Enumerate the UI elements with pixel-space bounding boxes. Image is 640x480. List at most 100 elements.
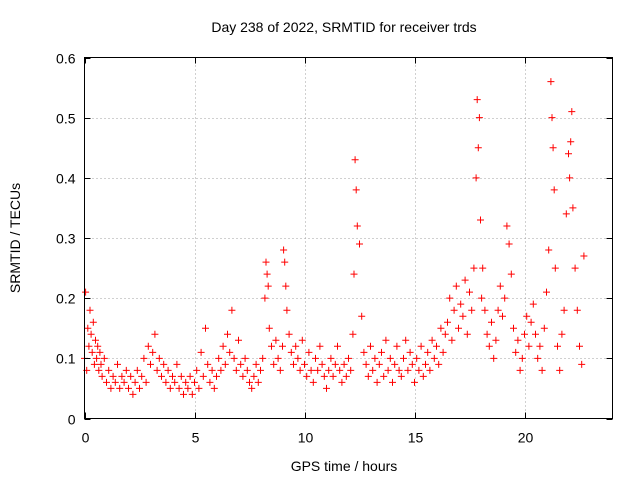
data-point (191, 378, 198, 386)
data-point (316, 342, 324, 350)
data-point (202, 324, 209, 332)
data-point (580, 252, 588, 260)
data-point (356, 240, 363, 248)
data-point (180, 390, 187, 398)
data-point (177, 372, 185, 380)
data-point (114, 360, 121, 368)
data-point (430, 354, 438, 362)
data-point (468, 306, 476, 314)
data-point (413, 354, 421, 362)
data-point (158, 372, 165, 380)
data-point (309, 378, 317, 386)
data-point (95, 366, 103, 374)
data-point (463, 330, 471, 338)
data-point (455, 324, 462, 332)
data-point (312, 354, 319, 362)
data-point (578, 360, 586, 368)
data-point (210, 384, 218, 392)
data-point (241, 354, 249, 362)
data-point (294, 354, 302, 362)
data-point (85, 342, 93, 350)
data-point (518, 354, 526, 362)
data-point (105, 366, 113, 374)
data-point (558, 330, 566, 338)
data-point (474, 144, 482, 152)
data-point (547, 78, 555, 86)
data-point (142, 378, 150, 386)
data-point (391, 360, 399, 368)
data-point (457, 300, 465, 308)
data-point (576, 342, 583, 350)
data-point (259, 354, 267, 362)
data-point (568, 108, 576, 116)
data-point (419, 372, 427, 380)
data-point (351, 156, 359, 164)
data-point (569, 204, 577, 212)
data-point (334, 342, 341, 350)
y-tick-label: 0.6 (56, 51, 76, 67)
data-point (160, 360, 168, 368)
data-point (473, 96, 481, 104)
data-point (268, 342, 275, 350)
data-point (263, 270, 271, 278)
x-tick-label: 20 (518, 430, 534, 446)
data-point (264, 282, 272, 290)
data-point (336, 366, 344, 374)
data-point (127, 372, 135, 380)
data-point (488, 318, 495, 326)
data-point (571, 264, 579, 272)
data-point (164, 366, 172, 374)
data-point (89, 318, 97, 326)
data-point (129, 390, 137, 398)
data-point (283, 306, 291, 314)
data-point (349, 330, 357, 338)
data-point (345, 354, 352, 362)
data-point (320, 372, 328, 380)
data-point (262, 258, 270, 266)
data-point (548, 114, 556, 122)
data-point (193, 366, 201, 374)
data-point (550, 186, 558, 194)
data-point (305, 348, 313, 356)
data-point (496, 282, 504, 290)
y-tick-label: 0.4 (56, 171, 76, 187)
y-tick-label: 0.2 (56, 291, 76, 307)
data-point (338, 378, 346, 386)
data-point (549, 144, 557, 152)
data-point (239, 372, 247, 380)
data-point (87, 330, 95, 338)
data-point (512, 348, 520, 356)
data-point (188, 390, 196, 398)
data-point (228, 306, 236, 314)
data-point (448, 336, 456, 344)
data-point (494, 306, 502, 314)
data-point (280, 246, 288, 254)
data-point (444, 318, 451, 326)
data-point (501, 294, 509, 302)
data-point (248, 384, 256, 392)
data-point (331, 360, 339, 368)
data-point (371, 354, 379, 362)
data-point (525, 342, 533, 350)
data-point (153, 366, 161, 374)
data-point (478, 294, 486, 302)
data-point (353, 222, 361, 230)
data-point (562, 210, 570, 218)
data-point (166, 384, 174, 392)
data-point (485, 342, 493, 350)
grid (84, 57, 613, 419)
data-point (261, 294, 269, 302)
data-point (422, 360, 429, 368)
data-point (523, 312, 531, 320)
data-point (232, 366, 240, 374)
data-point (131, 378, 139, 386)
data-point (342, 372, 350, 380)
data-point (186, 372, 194, 380)
data-point (252, 360, 260, 368)
data-point (382, 336, 390, 344)
data-point (378, 348, 385, 356)
data-point (516, 366, 524, 374)
data-point (400, 354, 407, 362)
data-point (545, 246, 553, 254)
